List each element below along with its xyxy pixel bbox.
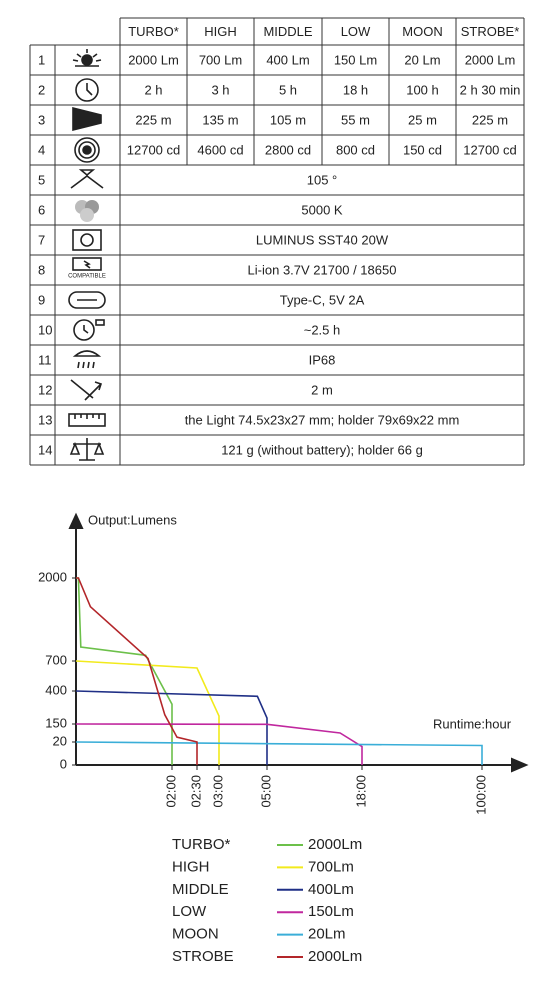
icons [68, 49, 106, 461]
column-header: MOON [402, 24, 442, 39]
series-line [76, 577, 198, 765]
table-cell: 2000 Lm [128, 52, 179, 67]
row-number: 4 [38, 142, 45, 157]
y-axis-label: Output:Lumens [88, 512, 177, 527]
table-cell: 25 m [408, 112, 437, 127]
table-cell: 12700 cd [463, 142, 517, 157]
table-cell: Li-ion 3.7V 21700 / 18650 [248, 262, 397, 277]
legend-name: TURBO* [172, 836, 231, 853]
table-cell: 4600 cd [197, 142, 243, 157]
table-cell: 20 Lm [404, 52, 440, 67]
series-line [75, 660, 220, 765]
legend-label: 2000Lm [308, 836, 362, 853]
table-cell: 2 h 30 min [460, 82, 521, 97]
table-cell: 12700 cd [127, 142, 181, 157]
table-cell: 2 h [144, 82, 162, 97]
row-number: 1 [38, 52, 45, 67]
table-cell: 5000 K [301, 202, 343, 217]
y-tick-label: 700 [45, 652, 67, 667]
row-number: 12 [38, 382, 52, 397]
legend-label: 2000Lm [308, 948, 362, 965]
axes [68, 512, 529, 773]
table-cell: 135 m [202, 112, 238, 127]
table-cell: 150 cd [403, 142, 442, 157]
series-line [75, 723, 363, 765]
table-cell: 800 cd [336, 142, 375, 157]
row-number: 7 [38, 232, 45, 247]
y-tick-label: 150 [45, 715, 67, 730]
table-cell: 5 h [279, 82, 297, 97]
table-cell: 2 m [311, 382, 333, 397]
legend-name: HIGH [172, 858, 210, 875]
row-number: 13 [38, 412, 52, 427]
table-cell: 225 m [472, 112, 508, 127]
table-cell: 2800 cd [265, 142, 311, 157]
row-number: 9 [38, 292, 45, 307]
column-header: MIDDLE [263, 24, 312, 39]
table-cell: 2000 Lm [465, 52, 516, 67]
table-cell: LUMINUS SST40 20W [256, 232, 389, 247]
legend-name: STROBE [172, 948, 234, 965]
table-cell: 3 h [211, 82, 229, 97]
column-header: TURBO* [128, 24, 179, 39]
table-cell: Type-C, 5V 2A [280, 292, 365, 307]
legend-name: LOW [172, 903, 207, 920]
row-number: 8 [38, 262, 45, 277]
table-cell: ~2.5 h [304, 322, 341, 337]
table-cell: 150 Lm [334, 52, 377, 67]
icon-caption: COMPATIBLE [68, 274, 106, 280]
row-number: 3 [38, 112, 45, 127]
table-cell: 100 h [406, 82, 439, 97]
x-axis-label: Runtime:hour [433, 716, 512, 731]
series-line [75, 741, 483, 765]
series-line [75, 690, 268, 765]
legend-label: 20Lm [308, 926, 346, 943]
legend-label: 150Lm [308, 903, 354, 920]
y-tick-label: 20 [53, 733, 67, 748]
x-tick-label: 100:00 [473, 775, 488, 815]
legend-label: 400Lm [308, 881, 354, 898]
table-cell: the Light 74.5x23x27 mm; holder 79x69x22… [185, 412, 460, 427]
row-number: 11 [38, 352, 52, 367]
legend-name: MIDDLE [172, 881, 229, 898]
legend-name: MOON [172, 926, 219, 943]
table-cell: 105 ° [307, 172, 338, 187]
table-cell: IP68 [309, 352, 336, 367]
table-cell: 400 Lm [266, 52, 309, 67]
row-number: 6 [38, 202, 45, 217]
x-tick-label: 03:00 [210, 775, 225, 808]
x-tick-label: 18:00 [353, 775, 368, 808]
table-cell: 55 m [341, 112, 370, 127]
table-cell: 700 Lm [199, 52, 242, 67]
table-cell: 105 m [270, 112, 306, 127]
x-tick-label: 05:00 [258, 775, 273, 808]
column-header: LOW [341, 24, 371, 39]
column-header: HIGH [204, 24, 237, 39]
row-number: 5 [38, 172, 45, 187]
row-number: 2 [38, 82, 45, 97]
table-cell: 225 m [135, 112, 171, 127]
column-header: STROBE* [461, 24, 520, 39]
table-cell: 18 h [343, 82, 368, 97]
x-tick-label: 02:00 [163, 775, 178, 808]
row-number: 14 [38, 442, 52, 457]
table-cell: 121 g (without battery); holder 66 g [221, 442, 423, 457]
legend-label: 700Lm [308, 858, 354, 875]
row-number: 10 [38, 322, 52, 337]
y-tick-label: 0 [60, 756, 67, 771]
x-tick-label: 02:30 [188, 775, 203, 808]
y-tick-label: 400 [45, 682, 67, 697]
y-tick-label: 2000 [38, 569, 67, 584]
